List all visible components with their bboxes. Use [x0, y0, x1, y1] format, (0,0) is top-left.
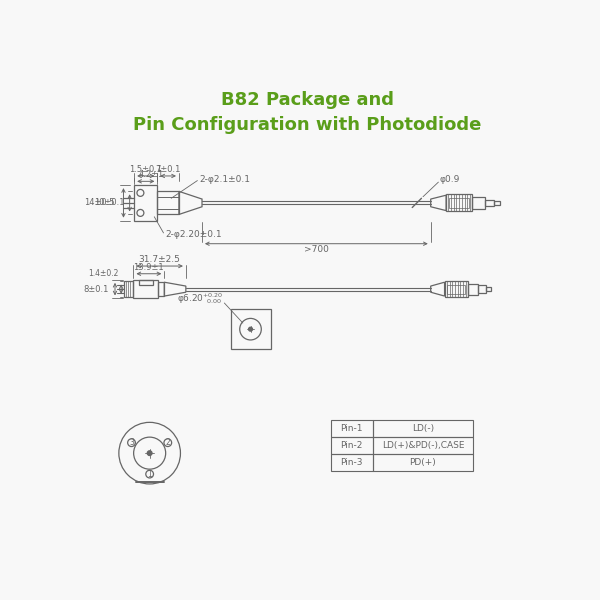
- Text: 10±0.1: 10±0.1: [95, 199, 125, 208]
- Text: 4.2±1: 4.2±1: [139, 170, 164, 179]
- Text: >700: >700: [304, 245, 329, 254]
- Text: φ6.20$^{+0.20}_{\ \ 0.00}$: φ6.20$^{+0.20}_{\ \ 0.00}$: [176, 291, 223, 306]
- Bar: [331, 420, 373, 437]
- Text: LD(+)&PD(-),CASE: LD(+)&PD(-),CASE: [382, 441, 464, 450]
- Text: LD(-): LD(-): [412, 424, 434, 433]
- Bar: [494, 200, 500, 205]
- Text: 2-φ2.1±0.1: 2-φ2.1±0.1: [200, 175, 251, 184]
- Bar: [486, 287, 491, 291]
- Text: PD(+): PD(+): [410, 458, 436, 467]
- Bar: [447, 284, 466, 294]
- Bar: [446, 194, 472, 211]
- Bar: [449, 197, 469, 208]
- Bar: [485, 200, 494, 206]
- Bar: [331, 454, 373, 471]
- Bar: [373, 420, 473, 437]
- Circle shape: [148, 451, 152, 455]
- Bar: [373, 454, 473, 471]
- Bar: [331, 437, 373, 454]
- Circle shape: [248, 327, 253, 331]
- Bar: [478, 285, 486, 293]
- Text: 13.9±1: 13.9±1: [134, 263, 164, 272]
- Text: 1: 1: [147, 470, 152, 479]
- Text: 2: 2: [166, 438, 170, 447]
- Bar: [158, 282, 164, 296]
- Bar: [139, 280, 153, 284]
- Text: φ0.9: φ0.9: [440, 175, 460, 184]
- Bar: [472, 197, 485, 209]
- Text: 7±0.1: 7±0.1: [155, 164, 181, 173]
- Text: 1.5±0.1: 1.5±0.1: [129, 164, 163, 173]
- Text: 3: 3: [129, 438, 134, 447]
- Bar: [467, 284, 478, 295]
- Text: 2-φ2.20±0.1: 2-φ2.20±0.1: [165, 230, 221, 239]
- Text: 14±0.5: 14±0.5: [84, 199, 114, 208]
- Text: 31.7±2.5: 31.7±2.5: [139, 256, 181, 265]
- Text: Pin-3: Pin-3: [341, 458, 363, 467]
- Bar: [230, 309, 271, 349]
- Text: 1.4±0.2: 1.4±0.2: [88, 269, 118, 278]
- Bar: [445, 281, 467, 297]
- Text: Pin-1: Pin-1: [341, 424, 363, 433]
- Bar: [133, 280, 158, 298]
- Bar: [157, 191, 179, 214]
- Text: 8±0.1: 8±0.1: [83, 284, 109, 293]
- Text: B82 Package and
Pin Configuration with Photodiode: B82 Package and Pin Configuration with P…: [133, 91, 482, 134]
- Bar: [134, 185, 157, 221]
- Text: Pin-2: Pin-2: [341, 441, 363, 450]
- Bar: [124, 281, 133, 297]
- Bar: [373, 437, 473, 454]
